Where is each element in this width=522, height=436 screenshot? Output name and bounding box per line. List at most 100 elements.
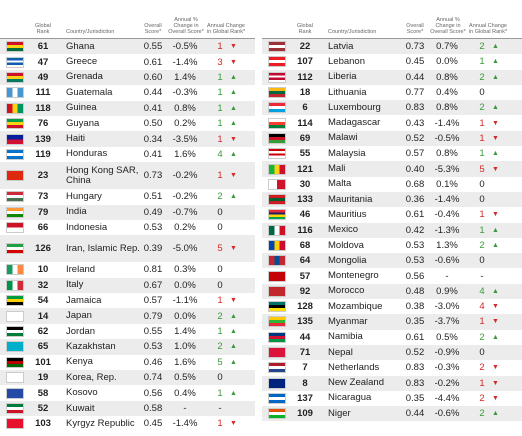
rank-arrow: ▼ [230,245,237,253]
rank-change: - [218,403,222,414]
score: 0.51 [143,191,163,203]
rank-change: 0 [479,194,485,206]
score-change: 0.8% [436,102,458,114]
flag-icon [6,118,24,130]
rank: 135 [297,316,313,328]
country: Malaysia [328,147,366,159]
score: 0.83 [405,377,425,389]
flag-icon [268,87,286,99]
header-cell: Country/Jurisdiction [66,29,115,35]
score-change: 0.8% [174,102,196,114]
rank: 79 [37,206,49,218]
rank: 71 [299,347,311,359]
score-change: 0.3% [174,264,196,276]
rank-change: 4 [217,148,223,160]
rank-change: 2 [217,310,223,322]
table-row: 55 Malaysia 0.57 0.8% 1 ▲ [262,146,522,161]
rank: 7 [302,362,308,374]
flag-icon [268,41,286,53]
table-row: 73 Hungary 0.51 -0.2% 2 ▲ [0,189,255,204]
rank-arrow: ▼ [492,134,499,142]
rank-change: 1 [217,102,223,114]
flag-icon [6,387,24,399]
rank-change: 1 [479,132,485,144]
rank: 114 [297,117,313,129]
rank-change: 1 [217,87,223,99]
table-row: 61 Ghana 0.55 -0.5% 1 ▼ [0,39,255,55]
score: 0.83 [405,362,425,374]
country: Montenegro [328,270,379,282]
score: 0.61 [143,56,163,68]
rank-change: 2 [479,408,485,420]
score: 0.44 [405,408,425,420]
rank: 23 [37,170,49,182]
rank: 18 [299,87,311,99]
flag-icon [6,71,24,83]
rank: 66 [37,222,49,234]
score-change: -5.0% [172,243,198,255]
country: Liberia [328,71,357,83]
rank: 118 [35,102,51,114]
country: Grenada [66,71,103,83]
table-row: 47 Greece 0.61 -1.4% 3 ▼ [0,54,255,69]
country: Lithuania [328,86,367,98]
flag-icon [6,191,24,203]
rank-change: 1 [217,170,223,182]
rank-arrow: ▲ [492,104,499,112]
score: 0.56 [143,387,163,399]
flag-icon [268,102,286,114]
rank-arrow: ▲ [230,73,237,81]
table-row: 6 Luxembourg 0.83 0.8% 2 ▲ [262,100,522,116]
score-change: 0.0% [174,279,196,291]
table-row: 69 Malawi 0.52 -0.5% 1 ▼ [262,130,522,147]
rank: 107 [297,56,313,68]
flag-icon [268,285,286,297]
table-row: 119 Honduras 0.41 1.6% 4 ▲ [0,147,255,162]
rank-arrow: ▲ [492,43,499,51]
flag-icon [268,178,286,190]
score: 0.38 [405,301,425,313]
rank-change: 1 [217,326,223,338]
table-row: 121 Mali 0.40 -5.3% 5 ▼ [262,161,522,177]
score: 0.73 [405,41,425,53]
score-change: - [445,270,449,282]
rank-change: 0 [479,87,485,99]
rank-change: 5 [217,243,223,255]
rank-arrow: ▲ [230,193,237,201]
rank-change: 0 [217,372,223,384]
header-cell: Annual % Change in Overall Score* [430,17,466,35]
rank-arrow: ▼ [230,58,237,66]
table-row: 126 Iran, Islamic Rep. 0.39 -5.0% 5 ▼ [0,235,255,263]
table-row: 65 Kazakhstan 0.53 1.0% 2 ▲ [0,339,255,355]
rank-change: 1 [217,133,223,145]
flag-icon [6,206,24,218]
table-row: 116 Mexico 0.42 -1.3% 1 ▲ [262,222,522,238]
flag-icon [6,222,24,234]
score: 0.67 [143,279,163,291]
rank: 49 [37,71,49,83]
score: 0.45 [405,56,425,68]
table-row: 66 Indonesia 0.53 0.2% 0 [0,220,255,235]
score-change: -3.0% [434,301,460,313]
score-change: 1.0% [174,341,196,353]
flag-icon [6,372,24,384]
score: 0.60 [143,71,163,83]
score-change: -1.3% [434,224,460,236]
table-row: 32 Italy 0.67 0.0% 0 [0,277,255,294]
score-change: 0.5% [174,372,196,384]
score: 0.81 [143,264,163,276]
rank: 101 [35,356,51,368]
rank-change: 0 [217,264,223,276]
table-row: 112 Liberia 0.44 0.8% 2 ▲ [262,69,522,85]
score: 0.74 [143,372,163,384]
rank-change: 2 [479,71,485,83]
table-row: 101 Kenya 0.46 1.6% 5 ▲ [0,355,255,370]
rank-change: 2 [217,191,223,203]
country: Mexico [328,224,359,236]
rank-change: 0 [479,255,485,267]
rank: 64 [299,255,311,267]
flag-icon [268,194,286,206]
score: 0.39 [143,243,163,255]
flag-icon [268,316,286,328]
rank-change: 2 [479,102,485,114]
